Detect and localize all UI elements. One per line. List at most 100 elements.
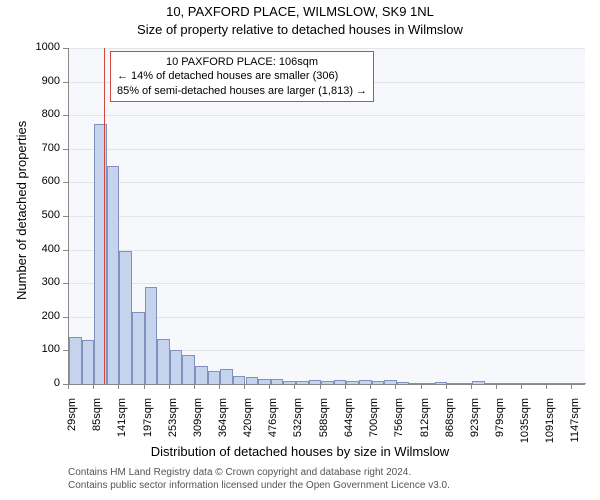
histogram-bar — [573, 383, 586, 384]
xtick-mark — [345, 384, 346, 389]
ytick-mark — [63, 182, 68, 183]
gridline — [69, 216, 585, 217]
xtick-mark — [294, 384, 295, 389]
xtick-mark — [571, 384, 572, 389]
xtick-label: 141sqm — [116, 398, 128, 498]
histogram-bar — [372, 381, 385, 384]
xtick-label: 85sqm — [91, 398, 103, 498]
histogram-bar — [82, 340, 95, 384]
ytick-label: 400 — [30, 243, 60, 255]
chart-subtitle: Size of property relative to detached ho… — [0, 22, 600, 37]
histogram-bar — [233, 376, 246, 384]
ytick-label: 600 — [30, 175, 60, 187]
xtick-label: 868sqm — [444, 398, 456, 498]
xtick-label: 979sqm — [494, 398, 506, 498]
xtick-label: 253sqm — [167, 398, 179, 498]
xtick-mark — [421, 384, 422, 389]
xtick-mark — [521, 384, 522, 389]
histogram-bar — [447, 383, 460, 384]
xtick-label: 1147sqm — [569, 398, 581, 498]
histogram-bar — [69, 337, 82, 384]
histogram-bar — [346, 381, 359, 384]
gridline — [69, 250, 585, 251]
histogram-bar — [107, 166, 120, 384]
ytick-label: 100 — [30, 343, 60, 355]
plot-area: 10 PAXFORD PLACE: 106sqm← 14% of detache… — [68, 48, 585, 385]
xtick-label: 644sqm — [343, 398, 355, 498]
xtick-label: 700sqm — [368, 398, 380, 498]
histogram-bar — [321, 381, 334, 384]
xtick-label: 29sqm — [66, 398, 78, 498]
annotation-box: 10 PAXFORD PLACE: 106sqm← 14% of detache… — [110, 51, 374, 102]
ytick-label: 900 — [30, 75, 60, 87]
reference-line — [104, 48, 105, 384]
xtick-label: 364sqm — [217, 398, 229, 498]
ytick-mark — [63, 350, 68, 351]
histogram-bar — [397, 382, 410, 384]
xtick-mark — [244, 384, 245, 389]
ytick-mark — [63, 216, 68, 217]
ytick-mark — [63, 82, 68, 83]
gridline — [69, 115, 585, 116]
xtick-mark — [370, 384, 371, 389]
histogram-bar — [523, 383, 536, 384]
xtick-mark — [269, 384, 270, 389]
annotation-line: 85% of semi-detached houses are larger (… — [117, 84, 367, 98]
xtick-label: 923sqm — [469, 398, 481, 498]
ytick-mark — [63, 283, 68, 284]
histogram-bar — [157, 339, 170, 384]
xtick-mark — [194, 384, 195, 389]
histogram-bar — [208, 371, 221, 384]
xtick-mark — [144, 384, 145, 389]
xtick-label: 588sqm — [318, 398, 330, 498]
histogram-bar — [145, 287, 158, 384]
histogram-bar — [472, 381, 485, 384]
histogram-bar — [220, 369, 233, 384]
y-axis-label: Number of detached properties — [14, 121, 29, 300]
ytick-mark — [63, 317, 68, 318]
annotation-line: ← 14% of detached houses are smaller (30… — [117, 69, 367, 83]
histogram-bar — [195, 366, 208, 384]
ytick-label: 200 — [30, 310, 60, 322]
histogram-bar — [422, 383, 435, 384]
xtick-label: 476sqm — [267, 398, 279, 498]
gridline — [69, 48, 585, 49]
ytick-label: 1000 — [30, 41, 60, 53]
histogram-bar — [246, 377, 259, 384]
xtick-mark — [93, 384, 94, 389]
xtick-label: 1035sqm — [519, 398, 531, 498]
xtick-mark — [219, 384, 220, 389]
chart-title: 10, PAXFORD PLACE, WILMSLOW, SK9 1NL — [0, 4, 600, 19]
histogram-bar — [271, 379, 284, 384]
ytick-label: 700 — [30, 142, 60, 154]
xtick-label: 197sqm — [142, 398, 154, 498]
annotation-line: 10 PAXFORD PLACE: 106sqm — [117, 55, 367, 69]
histogram-bar — [296, 381, 309, 384]
histogram-bar — [94, 124, 107, 384]
histogram-bar — [498, 383, 511, 384]
ytick-mark — [63, 115, 68, 116]
xtick-label: 812sqm — [419, 398, 431, 498]
histogram-bar — [548, 383, 561, 384]
histogram-bar — [132, 312, 145, 384]
xtick-mark — [496, 384, 497, 389]
xtick-mark — [395, 384, 396, 389]
xtick-label: 756sqm — [393, 398, 405, 498]
ytick-label: 500 — [30, 209, 60, 221]
histogram-bar — [170, 350, 183, 384]
xtick-label: 420sqm — [242, 398, 254, 498]
histogram-bar — [182, 355, 195, 384]
xtick-label: 532sqm — [292, 398, 304, 498]
xtick-mark — [68, 384, 69, 389]
xtick-label: 1091sqm — [544, 398, 556, 498]
gridline — [69, 283, 585, 284]
ytick-label: 300 — [30, 276, 60, 288]
xtick-mark — [546, 384, 547, 389]
gridline — [69, 182, 585, 183]
xtick-mark — [118, 384, 119, 389]
histogram-bar — [119, 251, 132, 384]
xtick-mark — [446, 384, 447, 389]
chart-container: { "chart": { "type": "histogram", "title… — [0, 0, 600, 500]
ytick-label: 0 — [30, 377, 60, 389]
xtick-mark — [471, 384, 472, 389]
